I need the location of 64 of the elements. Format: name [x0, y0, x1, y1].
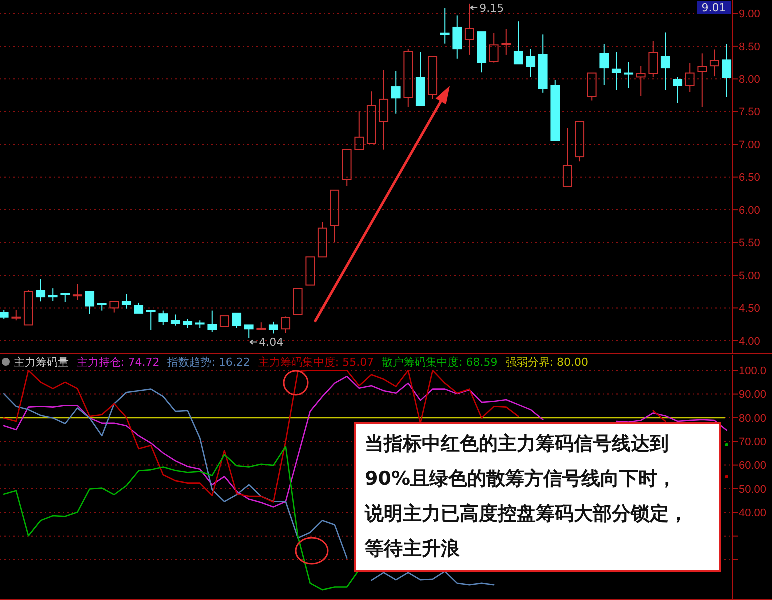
candlestick: [452, 15, 462, 60]
candlestick: [440, 8, 450, 44]
candlestick: [612, 52, 622, 91]
candlestick: [146, 310, 156, 331]
text: 主力持仓: 74.72: [77, 356, 160, 369]
annotation: 9.01: [702, 1, 726, 14]
candlestick: [636, 66, 646, 97]
candlestick: [97, 303, 107, 312]
candlestick: [318, 222, 328, 258]
candlestick: [502, 28, 512, 56]
y-tick-label: 4.50: [739, 303, 760, 316]
y-tick-label: 100.0: [739, 365, 767, 378]
annotation: 4.04: [259, 336, 284, 350]
y-tick-label: 4.00: [739, 336, 760, 348]
y-tick-label: 90.00: [739, 389, 767, 402]
candlestick: [220, 316, 230, 328]
text: 指数趋势: 16.22: [166, 356, 250, 369]
y-tick-label: 40.00: [739, 508, 767, 520]
y-tick-label: 9.00: [739, 8, 760, 21]
y-tick-label: 70.00: [739, 436, 767, 448]
candlestick: [464, 3, 474, 56]
y-tick-label: 80.00: [739, 412, 767, 425]
candlestick: [293, 288, 303, 316]
y-tick-label: 5.00: [739, 270, 760, 282]
candlestick: [624, 62, 634, 89]
y-tick-label: 60.00: [739, 460, 767, 472]
ref-line-label: 强弱分界: 80.00: [506, 356, 589, 369]
candlestick: [710, 49, 720, 78]
candlestick: [379, 70, 389, 150]
y-tick-label: 7.00: [739, 139, 760, 152]
annotation: 当指标中红色的主力筹码信号线达到90%且绿色的散筹方信号线向下时，说明主力已高度控盘筹码大部分锁定，等待主升浪: [364, 433, 688, 560]
candlestick: [416, 52, 426, 107]
candlestick: [526, 48, 536, 78]
candlestick: [366, 91, 376, 144]
candlestick: [722, 44, 732, 98]
candlestick: [514, 21, 524, 65]
y-tick-label: 7.50: [739, 106, 760, 119]
candlestick: [85, 291, 95, 315]
candlestick: [660, 32, 670, 91]
y-tick-label: 8.00: [739, 74, 760, 86]
candlestick: [330, 190, 340, 244]
candlestick: [477, 32, 487, 74]
candlestick: [391, 70, 401, 114]
chart-title: 主力筹码量: [14, 356, 69, 369]
candlestick: [685, 62, 695, 93]
candlestick: [562, 128, 572, 187]
candlestick: [354, 110, 364, 150]
candlestick: [600, 44, 610, 86]
candlestick: [110, 301, 120, 314]
candlestick: [256, 322, 266, 330]
candlestick: [244, 324, 254, 339]
series-label: 主力筹码集中度: 55.07: [258, 356, 374, 369]
candlestick: [60, 293, 70, 303]
y-tick-label: 8.50: [739, 41, 760, 54]
y-tick-label: 5.50: [739, 238, 760, 250]
candlestick: [306, 256, 316, 286]
candlestick: [673, 76, 683, 104]
y-tick-label: 6.00: [739, 204, 760, 217]
y-tick-label: 6.50: [739, 172, 760, 184]
y-tick-label: 50.00: [739, 484, 767, 496]
text: 散户筹码集中度: 68.59: [382, 356, 498, 369]
candlestick: [698, 53, 708, 108]
annotation: 9.15: [480, 2, 504, 15]
candlestick: [342, 149, 352, 187]
